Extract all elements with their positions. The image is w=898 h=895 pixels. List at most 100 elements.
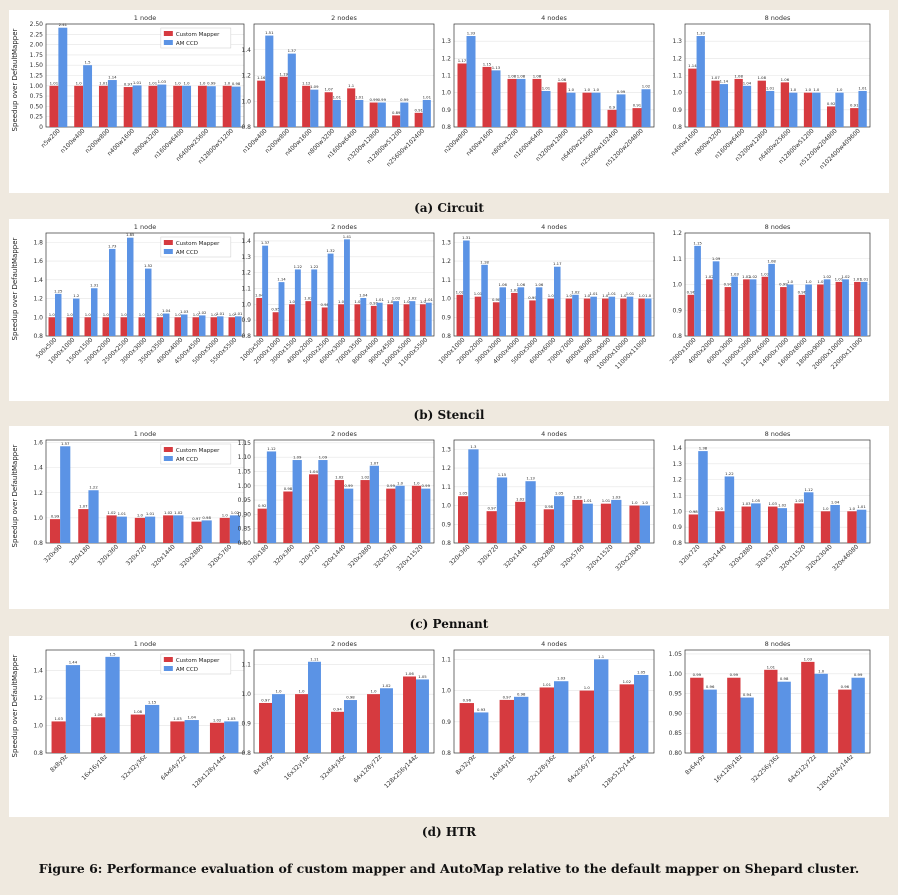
bar-custom-mapper bbox=[727, 677, 741, 753]
bar-custom-mapper bbox=[222, 85, 232, 127]
bar-am-ccd bbox=[777, 681, 791, 753]
data-label: 1.09 bbox=[293, 455, 302, 460]
bar-am-ccd bbox=[224, 721, 239, 753]
bar-custom-mapper bbox=[309, 474, 319, 543]
bar-am-ccd bbox=[842, 279, 849, 336]
data-label: 0.99 bbox=[344, 483, 353, 488]
bar-custom-mapper bbox=[511, 292, 518, 336]
bar-am-ccd bbox=[851, 677, 865, 753]
x-tick-label: 64x512y72z bbox=[787, 753, 818, 784]
bar-am-ccd bbox=[742, 85, 752, 127]
data-label: 1.06 bbox=[94, 712, 103, 717]
bar-custom-mapper bbox=[817, 284, 824, 336]
x-tick-label: 320x2880 bbox=[728, 543, 754, 569]
bar-am-ccd bbox=[765, 90, 775, 127]
data-label: 1.06 bbox=[498, 282, 507, 287]
bar-am-ccd bbox=[751, 503, 761, 543]
x-tick-label: 320x46080 bbox=[831, 543, 860, 572]
y-tick-label: 0.9 bbox=[441, 107, 451, 114]
data-label: 0.98 bbox=[202, 515, 211, 520]
data-label: 1.22 bbox=[294, 264, 303, 269]
data-label: 1.0 bbox=[602, 293, 609, 298]
y-tick-label: 1.05 bbox=[238, 468, 252, 475]
y-tick-label: 1.1 bbox=[441, 484, 451, 491]
data-label: 1.0 bbox=[584, 293, 591, 298]
chart-title: 4 nodes bbox=[541, 223, 567, 231]
data-label: 1.06 bbox=[558, 77, 567, 82]
data-label: 1.0 bbox=[717, 506, 724, 511]
data-label: 1.01 bbox=[583, 498, 592, 503]
data-label: 1.02 bbox=[164, 510, 173, 515]
data-label: 1.17 bbox=[553, 261, 562, 266]
bar-am-ccd bbox=[145, 268, 152, 336]
bar-am-ccd bbox=[491, 70, 501, 127]
bar-am-ccd bbox=[830, 504, 840, 543]
y-tick-label: 0.8 bbox=[441, 750, 451, 757]
y-tick-label: 1.0 bbox=[33, 515, 43, 522]
bar-am-ccd bbox=[55, 293, 62, 336]
data-label: 0.99 bbox=[724, 282, 733, 287]
bar-custom-mapper bbox=[850, 108, 859, 127]
bar-am-ccd bbox=[749, 279, 757, 336]
data-label: 0.99 bbox=[730, 672, 739, 677]
data-label: 1.11 bbox=[310, 656, 319, 661]
data-label: 0.91 bbox=[633, 103, 642, 108]
bar-am-ccd bbox=[310, 89, 319, 127]
bar-custom-mapper bbox=[492, 302, 500, 336]
bar-am-ccd bbox=[616, 94, 626, 127]
chart-title: 4 nodes bbox=[541, 430, 567, 438]
data-label: 1.0 bbox=[137, 512, 144, 517]
data-label: 1.0 bbox=[193, 312, 200, 317]
x-tick-label: 320x11520 bbox=[395, 543, 424, 572]
data-label: 1.03 bbox=[180, 309, 189, 314]
data-label: 1.38 bbox=[699, 446, 708, 451]
bar-custom-mapper bbox=[170, 721, 185, 753]
bar-am-ccd bbox=[634, 674, 649, 753]
y-tick-label: 0.90 bbox=[669, 710, 683, 717]
data-label: 1.0 bbox=[645, 293, 652, 298]
bar-am-ccd bbox=[535, 287, 543, 336]
bar-am-ccd bbox=[425, 302, 432, 336]
x-tick-label: 128x256y144z bbox=[383, 753, 419, 789]
x-tick-label: 320x1440 bbox=[702, 543, 728, 569]
data-label: 0.98 bbox=[232, 81, 241, 86]
bar-custom-mapper bbox=[457, 63, 467, 127]
y-tick-label: 1.1 bbox=[441, 73, 451, 80]
y-tick-label: 0.95 bbox=[238, 497, 252, 504]
data-label: 1.01 bbox=[766, 85, 775, 90]
bar-custom-mapper bbox=[456, 294, 464, 336]
data-label: 1.02 bbox=[456, 289, 465, 294]
bar-custom-mapper bbox=[515, 501, 526, 543]
y-tick-label: 1.6 bbox=[33, 258, 43, 265]
bar-am-ccd bbox=[344, 239, 350, 336]
data-label: 1.03 bbox=[612, 494, 621, 499]
chart-title: 2 nodes bbox=[331, 14, 357, 22]
bar-custom-mapper bbox=[51, 721, 66, 753]
bar-am-ccd bbox=[217, 316, 224, 336]
data-label: 1.02 bbox=[642, 84, 651, 89]
data-label: 1.22 bbox=[89, 485, 98, 490]
bar-am-ccd bbox=[768, 263, 775, 336]
bar-am-ccd bbox=[803, 492, 814, 543]
chart-title: 1 node bbox=[134, 14, 156, 22]
bar-custom-mapper bbox=[458, 496, 469, 543]
y-tick-label: 2.00 bbox=[30, 42, 44, 49]
data-label: 1.06 bbox=[517, 282, 526, 287]
data-label: 1.01 bbox=[375, 297, 384, 302]
bar-am-ccd bbox=[591, 92, 601, 127]
y-tick-label: 1.2 bbox=[672, 477, 682, 484]
y-tick-label: 0.8 bbox=[33, 750, 43, 757]
data-label: 1.08 bbox=[508, 73, 517, 78]
data-label: 1.0 bbox=[289, 299, 296, 304]
legend-label: AM CCD bbox=[176, 250, 198, 256]
bar-am-ccd bbox=[468, 449, 479, 543]
bar-custom-mapper bbox=[638, 298, 645, 336]
bar-custom-mapper bbox=[798, 294, 806, 336]
data-label: 1.13 bbox=[526, 476, 535, 481]
bar-am-ccd bbox=[369, 465, 379, 543]
data-label: 1.0 bbox=[275, 689, 282, 694]
bar-custom-mapper bbox=[302, 85, 311, 127]
bar-am-ccd bbox=[823, 279, 831, 336]
bar-custom-mapper bbox=[338, 304, 344, 336]
bar-am-ccd bbox=[626, 296, 634, 336]
